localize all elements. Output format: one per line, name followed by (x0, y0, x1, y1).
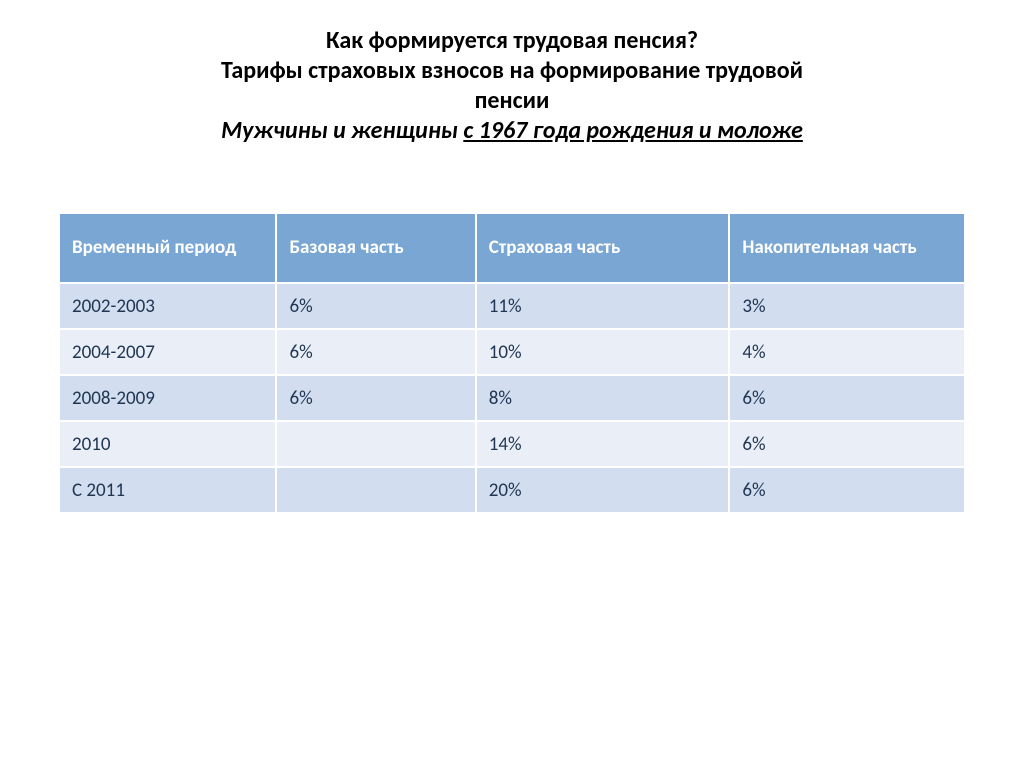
title-line-2: Тарифы страховых взносов на формирование… (58, 56, 966, 86)
cell: 2004-2007 (59, 329, 276, 375)
cell: 3% (729, 283, 965, 329)
subtitle-prefix: Мужчины и женщины (221, 116, 463, 145)
table-row: С 2011 20% 6% (59, 467, 965, 513)
cell (276, 421, 475, 467)
cell: 6% (729, 421, 965, 467)
table-row: 2004-2007 6% 10% 4% (59, 329, 965, 375)
title-block: Как формируется трудовая пенсия? Тарифы … (58, 26, 966, 146)
pension-table: Временный период Базовая часть Страховая… (58, 212, 966, 514)
cell: 11% (476, 283, 730, 329)
cell: 4% (729, 329, 965, 375)
subtitle-line: Мужчины и женщины с 1967 года рождения и… (58, 116, 966, 146)
cell: 8% (476, 375, 730, 421)
cell: 2002-2003 (59, 283, 276, 329)
cell: 14% (476, 421, 730, 467)
title-line-1: Как формируется трудовая пенсия? (58, 26, 966, 56)
col-funded: Накопительная часть (729, 213, 965, 283)
table-header-row: Временный период Базовая часть Страховая… (59, 213, 965, 283)
cell: 10% (476, 329, 730, 375)
cell: С 2011 (59, 467, 276, 513)
title-line-3: пенсии (58, 86, 966, 116)
cell: 20% (476, 467, 730, 513)
subtitle-underlined: с 1967 года рождения и моложе (463, 116, 803, 145)
table-row: 2010 14% 6% (59, 421, 965, 467)
cell (276, 467, 475, 513)
col-period: Временный период (59, 213, 276, 283)
cell: 2008-2009 (59, 375, 276, 421)
cell: 6% (729, 467, 965, 513)
table-row: 2008-2009 6% 8% 6% (59, 375, 965, 421)
col-insurance: Страховая часть (476, 213, 730, 283)
table-body: 2002-2003 6% 11% 3% 2004-2007 6% 10% 4% … (59, 283, 965, 513)
cell: 6% (276, 283, 475, 329)
col-base: Базовая часть (276, 213, 475, 283)
cell: 6% (276, 375, 475, 421)
cell: 2010 (59, 421, 276, 467)
cell: 6% (276, 329, 475, 375)
cell: 6% (729, 375, 965, 421)
slide: Как формируется трудовая пенсия? Тарифы … (0, 0, 1024, 768)
table-row: 2002-2003 6% 11% 3% (59, 283, 965, 329)
